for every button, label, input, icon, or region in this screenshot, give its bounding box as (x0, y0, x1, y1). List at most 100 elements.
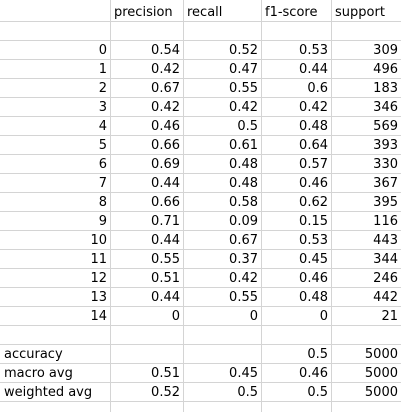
summary-cell-support[interactable]: 5000 (364, 366, 398, 381)
cell-f1-score[interactable]: 0.48 (299, 119, 328, 134)
cell-support[interactable]: 183 (373, 81, 398, 96)
summary-cell-precision[interactable]: 0.52 (151, 385, 180, 400)
cell-f1-score[interactable]: 0 (319, 309, 328, 324)
cell-f1-score[interactable]: 0.64 (299, 138, 328, 153)
cell-f1-score[interactable]: 0.46 (299, 271, 328, 286)
cell-precision[interactable]: 0 (171, 309, 180, 324)
cell-label[interactable]: 13 (90, 290, 107, 305)
cell-label[interactable]: 11 (90, 252, 107, 267)
cell-support[interactable]: 346 (373, 100, 398, 115)
cell-label[interactable]: 14 (90, 309, 107, 324)
cell-label[interactable]: 8 (98, 195, 107, 210)
cell-label[interactable]: 1 (98, 62, 107, 77)
cell-f1-score[interactable]: 0.53 (299, 43, 328, 58)
cell-support[interactable]: 393 (373, 138, 398, 153)
column-divider (261, 0, 262, 412)
summary-cell-f1-score[interactable]: 0.5 (307, 347, 328, 362)
cell-f1-score[interactable]: 0.42 (299, 100, 328, 115)
cell-precision[interactable]: 0.66 (151, 138, 180, 153)
cell-precision[interactable]: 0.44 (151, 233, 180, 248)
cell-precision[interactable]: 0.67 (151, 81, 180, 96)
cell-f1-score[interactable]: 0.45 (299, 252, 328, 267)
cell-support[interactable]: 442 (373, 290, 398, 305)
cell-precision[interactable]: 0.44 (151, 290, 180, 305)
cell-recall[interactable]: 0.5 (237, 119, 258, 134)
cell-support[interactable]: 569 (373, 119, 398, 134)
cell-recall[interactable]: 0.55 (229, 81, 258, 96)
cell-recall[interactable]: 0 (249, 309, 258, 324)
cell-recall[interactable]: 0.55 (229, 290, 258, 305)
cell-label[interactable]: 10 (90, 233, 107, 248)
summary-cell-label[interactable]: weighted avg (4, 385, 93, 400)
cell-f1-score[interactable]: 0.15 (299, 214, 328, 229)
cell-label[interactable]: 9 (98, 214, 107, 229)
cell-support[interactable]: 309 (373, 43, 398, 58)
summary-cell-f1-score[interactable]: 0.46 (299, 366, 328, 381)
cell-precision[interactable]: 0.51 (151, 271, 180, 286)
cell-f1-score[interactable]: 0.6 (307, 81, 328, 96)
cell-f1-score[interactable]: 0.57 (299, 157, 328, 172)
cell-support[interactable]: 21 (381, 309, 398, 324)
cell-precision[interactable]: 0.69 (151, 157, 180, 172)
cell-label[interactable]: 6 (98, 157, 107, 172)
cell-precision[interactable]: 0.55 (151, 252, 180, 267)
header-cell-recall[interactable]: recall (187, 5, 223, 20)
cell-support[interactable]: 246 (373, 271, 398, 286)
row-divider (0, 154, 401, 155)
cell-recall[interactable]: 0.52 (229, 43, 258, 58)
cell-support[interactable]: 367 (373, 176, 398, 191)
header-cell-precision[interactable]: precision (114, 5, 173, 20)
cell-f1-score[interactable]: 0.44 (299, 62, 328, 77)
cell-recall[interactable]: 0.09 (229, 214, 258, 229)
cell-recall[interactable]: 0.47 (229, 62, 258, 77)
cell-recall[interactable]: 0.48 (229, 176, 258, 191)
cell-precision[interactable]: 0.44 (151, 176, 180, 191)
cell-recall[interactable]: 0.48 (229, 157, 258, 172)
cell-precision[interactable]: 0.66 (151, 195, 180, 210)
cell-precision[interactable]: 0.71 (151, 214, 180, 229)
cell-precision[interactable]: 0.46 (151, 119, 180, 134)
cell-precision[interactable]: 0.54 (151, 43, 180, 58)
summary-cell-precision[interactable] (110, 345, 183, 364)
cell-recall[interactable]: 0.67 (229, 233, 258, 248)
cell-precision[interactable]: 0.42 (151, 62, 180, 77)
cell-f1-score[interactable]: 0.48 (299, 290, 328, 305)
cell-support[interactable]: 496 (373, 62, 398, 77)
cell-support[interactable]: 395 (373, 195, 398, 210)
cell-label[interactable]: 5 (98, 138, 107, 153)
summary-cell-recall[interactable] (183, 345, 261, 364)
cell-label[interactable]: 4 (98, 119, 107, 134)
cell-recall[interactable]: 0.37 (229, 252, 258, 267)
cell-support[interactable]: 443 (373, 233, 398, 248)
cell-recall[interactable]: 0.42 (229, 100, 258, 115)
summary-cell-label[interactable]: accuracy (4, 347, 63, 362)
header-cell-f1-score[interactable]: f1-score (265, 5, 318, 20)
cell-f1-score[interactable]: 0.62 (299, 195, 328, 210)
cell-recall[interactable]: 0.61 (229, 138, 258, 153)
cell-recall[interactable]: 0.58 (229, 195, 258, 210)
summary-cell-support[interactable]: 5000 (364, 347, 398, 362)
summary-row: macro avg 0.51 0.45 0.46 5000 (0, 364, 401, 383)
summary-cell-recall[interactable]: 0.45 (229, 366, 258, 381)
cell-label[interactable]: 0 (98, 43, 107, 58)
cell-label[interactable]: 2 (98, 81, 107, 96)
summary-cell-support[interactable]: 5000 (364, 385, 398, 400)
empty-row (0, 22, 401, 41)
cell-precision[interactable]: 0.42 (151, 100, 180, 115)
cell-f1-score[interactable]: 0.46 (299, 176, 328, 191)
summary-cell-precision[interactable]: 0.51 (151, 366, 180, 381)
cell-support[interactable]: 330 (373, 157, 398, 172)
summary-cell-label[interactable]: macro avg (4, 366, 73, 381)
cell-support[interactable]: 116 (373, 214, 398, 229)
summary-row: weighted avg 0.52 0.5 0.5 5000 (0, 383, 401, 402)
header-cell-index[interactable] (0, 3, 110, 22)
cell-f1-score[interactable]: 0.53 (299, 233, 328, 248)
summary-cell-recall[interactable]: 0.5 (237, 385, 258, 400)
cell-recall[interactable]: 0.42 (229, 271, 258, 286)
cell-support[interactable]: 344 (373, 252, 398, 267)
cell-label[interactable]: 12 (90, 271, 107, 286)
cell-label[interactable]: 3 (98, 100, 107, 115)
header-cell-support[interactable]: support (335, 5, 385, 20)
summary-cell-f1-score[interactable]: 0.5 (307, 385, 328, 400)
cell-label[interactable]: 7 (98, 176, 107, 191)
